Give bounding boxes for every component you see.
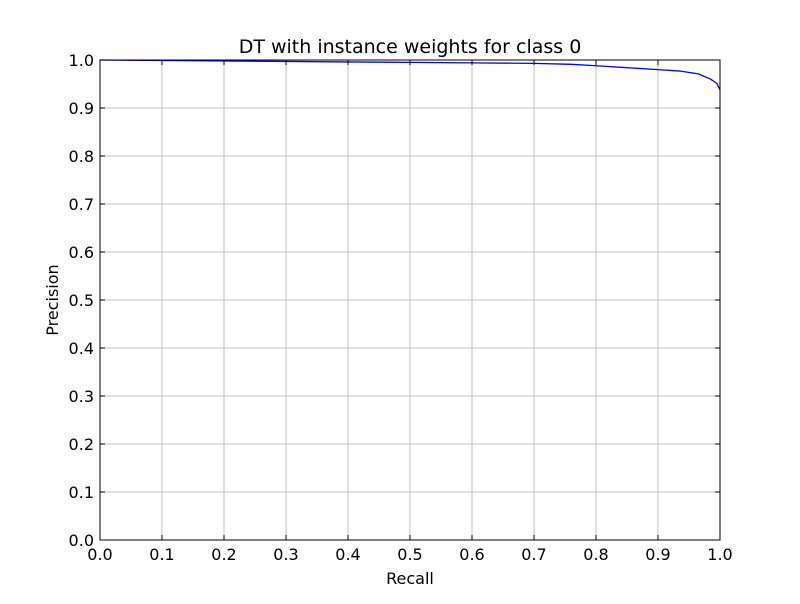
x-tick-label: 0.1 xyxy=(149,545,174,564)
y-tick-label: 0.0 xyxy=(69,531,94,550)
series-layer xyxy=(99,59,721,91)
y-tick-label: 0.9 xyxy=(69,99,94,118)
x-tick-label: 0.4 xyxy=(335,545,360,564)
y-tick-label: 0.7 xyxy=(69,195,94,214)
x-tick-label: 0.7 xyxy=(521,545,546,564)
y-tick-label: 0.4 xyxy=(69,339,94,358)
y-axis-label: Precision xyxy=(43,264,62,335)
x-axis-label: Recall xyxy=(386,569,434,588)
x-tick-label: 0.8 xyxy=(583,545,608,564)
y-tick-label: 0.8 xyxy=(69,147,94,166)
precision-recall-curve xyxy=(99,59,721,91)
chart-title: DT with instance weights for class 0 xyxy=(239,36,582,58)
y-tick-label: 0.2 xyxy=(69,435,94,454)
y-tick-label: 0.1 xyxy=(69,483,94,502)
x-tick-label: 0.3 xyxy=(273,545,298,564)
y-tick-label: 0.3 xyxy=(69,387,94,406)
x-tick-label: 0.9 xyxy=(645,545,670,564)
x-tick-label: 1.0 xyxy=(707,545,732,564)
x-tick-label: 0.5 xyxy=(397,545,422,564)
y-tick-label: 1.0 xyxy=(69,51,94,70)
x-tick-label: 0.6 xyxy=(459,545,484,564)
y-tick-label: 0.6 xyxy=(69,243,94,262)
x-tick-label: 0.2 xyxy=(211,545,236,564)
ticks: 0.0 0.1 0.2 0.3 0.4 0.5 0.6 0.7 0.8 0.9 1.0 0.0 0.1 0… xyxy=(69,51,733,564)
grid xyxy=(100,60,720,540)
x-tick-label: 0.0 xyxy=(87,545,112,564)
y-tick-label: 0.5 xyxy=(69,291,94,310)
